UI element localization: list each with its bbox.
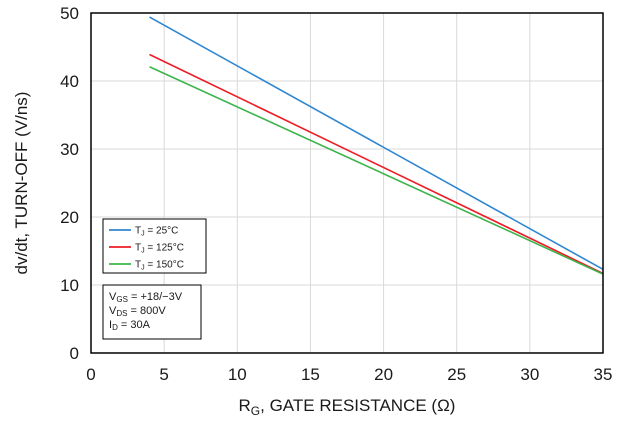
x-tick-label-4: 20 [374,365,393,384]
tick-labels: 0 10 20 30 40 50 0 5 10 15 20 25 30 35 [60,4,612,384]
y-axis-title: dv/dt, TURN-OFF (V/ns) [12,92,31,275]
series-line-2 [149,65,604,275]
legend-label-2: TJ = 150°C [135,260,184,272]
x-axis-title-rest: , GATE RESISTANCE (Ω) [260,396,455,415]
series-line-1 [149,53,604,275]
x-tick-label-6: 30 [520,365,539,384]
y-tick-label-5: 50 [60,4,79,23]
x-tick-label-1: 5 [159,365,168,384]
legend-label-1: TJ = 125°C [135,243,184,255]
x-tick-label-0: 0 [86,365,95,384]
conditions-box-frame [102,284,202,340]
condition-0: VGS = +18/−3V [109,291,183,304]
series-layer [149,16,604,275]
plot-frame [90,12,604,354]
x-tick-label-3: 15 [301,365,320,384]
condition-2: ID = 30A [109,319,151,332]
x-axis-title: RG, GATE RESISTANCE (Ω) [239,396,456,418]
legend-label-0: TJ = 25°C [135,226,178,238]
x-axis-title-sub: G [251,404,260,418]
x-tick-label-2: 10 [228,365,247,384]
y-tick-label-4: 40 [60,72,79,91]
y-tick-label-1: 10 [60,276,79,295]
x-tick-label-7: 35 [594,365,613,384]
x-axis-title-main: R [239,396,251,415]
y-tick-label-2: 20 [60,208,79,227]
condition-1: VDS = 800V [109,305,166,318]
series-line-0 [149,16,604,271]
y-tick-label-3: 30 [60,140,79,159]
y-tick-label-0: 0 [70,344,79,363]
x-tick-label-5: 25 [447,365,466,384]
legend: TJ = 25°C TJ = 125°C TJ = 150°C [102,218,207,274]
